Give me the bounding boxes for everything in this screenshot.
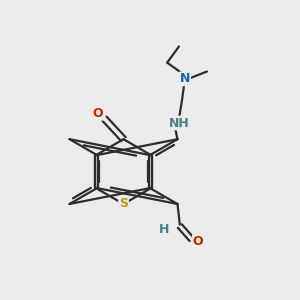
- Text: H: H: [159, 223, 170, 236]
- Text: NH: NH: [169, 116, 189, 130]
- Text: O: O: [93, 107, 103, 120]
- Text: N: N: [180, 72, 190, 85]
- Text: S: S: [119, 197, 128, 211]
- Text: O: O: [193, 235, 203, 248]
